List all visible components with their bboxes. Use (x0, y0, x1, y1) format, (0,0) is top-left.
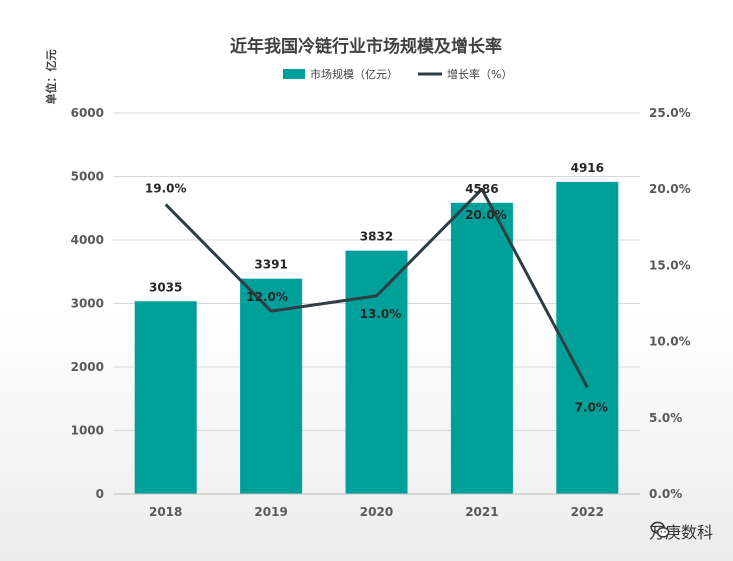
bar-value-label: 4586 (465, 182, 498, 196)
y-left-tick-label: 0 (96, 487, 104, 501)
y-right-tick-label: 25.0% (649, 106, 691, 120)
y-left-tick-label: 4000 (71, 233, 104, 247)
bar (556, 181, 619, 495)
bar (240, 278, 303, 494)
bar (450, 202, 513, 494)
line-value-label: 7.0% (575, 400, 608, 414)
y-left-tick-label: 2000 (71, 360, 104, 374)
y-left-tick-label: 3000 (71, 297, 104, 311)
y-left-tick-label: 6000 (71, 106, 104, 120)
bar-value-label: 3035 (149, 280, 182, 294)
y-right-tick-label: 10.0% (649, 335, 691, 349)
bar (134, 301, 197, 494)
x-tick-label: 2021 (465, 505, 498, 519)
line-value-label: 12.0% (246, 290, 288, 304)
watermark: 万庚数科 (649, 519, 713, 543)
line-value-label: 13.0% (360, 307, 402, 321)
y-right-tick-label: 5.0% (649, 411, 682, 425)
y-right-tick-label: 20.0% (649, 182, 691, 196)
chart-title: 近年我国冷链行业市场规模及增长率 (230, 36, 502, 57)
x-tick-label: 2022 (571, 505, 604, 519)
line-value-label: 19.0% (145, 181, 187, 195)
x-tick-label: 2019 (254, 505, 287, 519)
legend-bar-swatch (283, 69, 305, 79)
y-right-tick-label: 15.0% (649, 258, 691, 272)
bar (345, 250, 408, 494)
y-unit-label: 单位：亿元 (44, 50, 58, 105)
x-tick-label: 2020 (360, 505, 393, 519)
line-value-label: 20.0% (465, 208, 507, 222)
legend-bar-label: 市场规模（亿元） (310, 67, 398, 81)
y-left-tick-label: 1000 (71, 424, 104, 438)
y-left-tick-label: 5000 (71, 170, 104, 184)
legend-line-label: 增长率（%） (447, 67, 512, 81)
bar-value-label: 3391 (254, 258, 287, 272)
bar-value-label: 3832 (360, 230, 393, 244)
y-right-tick-label: 0.0% (649, 487, 682, 501)
bar-value-label: 4916 (571, 161, 604, 175)
x-tick-label: 2018 (149, 505, 182, 519)
growth-rate-line (164, 187, 589, 389)
wechat-icon (650, 521, 670, 538)
